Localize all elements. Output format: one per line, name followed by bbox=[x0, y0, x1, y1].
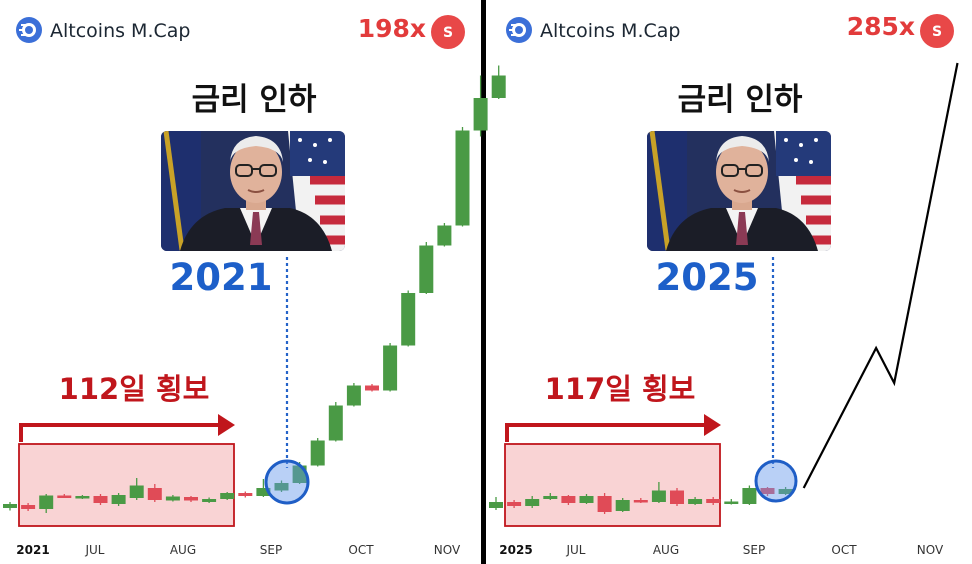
x-tick: NOV bbox=[917, 543, 944, 557]
candle-body bbox=[455, 130, 470, 226]
x-tick: JUL bbox=[565, 543, 585, 557]
x-tick: SEP bbox=[743, 543, 765, 557]
candle-body bbox=[75, 496, 90, 499]
x-axis: 2025 JUL AUG SEP OCT NOV bbox=[499, 543, 944, 557]
fed-chair-portrait-image bbox=[161, 131, 345, 251]
candle-body bbox=[274, 483, 289, 491]
candle-body bbox=[39, 495, 54, 509]
brand-header: Altcoins M.Cap bbox=[506, 17, 680, 43]
fed-chair-portrait-image bbox=[647, 131, 831, 251]
candle-body bbox=[651, 490, 666, 502]
candle-body bbox=[165, 496, 180, 501]
brand-title: Altcoins M.Cap bbox=[540, 20, 680, 42]
highlight-circle bbox=[754, 459, 798, 503]
candle-body bbox=[724, 501, 739, 504]
candle-body bbox=[778, 489, 793, 494]
candle-body bbox=[670, 490, 684, 504]
candle-body bbox=[597, 496, 612, 512]
candle-body bbox=[383, 345, 398, 391]
candle-body bbox=[310, 440, 325, 466]
s-coin-icon: S bbox=[920, 14, 954, 48]
x-axis: 2021 JUL AUG SEP OCT NOV bbox=[16, 543, 461, 557]
projection-line bbox=[802, 62, 959, 489]
candle-body bbox=[489, 502, 503, 508]
year-label: 2021 bbox=[170, 256, 273, 299]
candle-body bbox=[328, 405, 343, 441]
highlight-circle bbox=[264, 459, 310, 505]
altcoins-logo-icon bbox=[506, 17, 532, 43]
candle-body bbox=[615, 500, 630, 511]
range-label: 117일 횡보 bbox=[545, 372, 696, 406]
candle-body bbox=[346, 385, 361, 406]
candle-body bbox=[111, 495, 126, 504]
brand-header: Altcoins M.Cap bbox=[16, 17, 190, 43]
candle-body bbox=[256, 488, 271, 496]
range-arrow bbox=[19, 414, 235, 442]
candles bbox=[3, 65, 506, 513]
candle-body bbox=[3, 504, 17, 508]
x-tick: OCT bbox=[348, 543, 374, 557]
candle-body bbox=[507, 502, 522, 506]
candle-body bbox=[561, 496, 576, 503]
headline: 금리 인하 bbox=[678, 82, 803, 118]
candle-body bbox=[543, 496, 558, 499]
x-tick: NOV bbox=[434, 543, 461, 557]
x-tick: 2025 bbox=[499, 543, 532, 557]
candle-body bbox=[184, 497, 198, 501]
x-tick: AUG bbox=[170, 543, 196, 557]
altcoins-logo-icon bbox=[16, 17, 42, 43]
x-tick: SEP bbox=[260, 543, 282, 557]
sideways-range-box bbox=[18, 443, 235, 527]
candle-body bbox=[437, 225, 452, 246]
panel-divider bbox=[481, 0, 486, 564]
candle-body bbox=[238, 493, 253, 496]
s-coin-icon: S bbox=[431, 15, 465, 49]
candle-body bbox=[21, 505, 36, 509]
brand-title: Altcoins M.Cap bbox=[50, 20, 190, 42]
candle-body bbox=[147, 488, 162, 500]
panel-right: Altcoins M.Cap 285x S 금리 인하 bbox=[489, 12, 959, 557]
candle-body bbox=[525, 499, 540, 506]
candle-body bbox=[760, 488, 775, 494]
multiplier-label: 198x bbox=[358, 14, 426, 43]
candle-body bbox=[706, 499, 721, 503]
candle-body bbox=[365, 385, 379, 391]
range-label: 112일 횡보 bbox=[59, 372, 210, 406]
range-arrow bbox=[505, 414, 721, 442]
candle-body bbox=[202, 499, 217, 502]
candle-body bbox=[491, 75, 506, 98]
multiplier-label: 285x bbox=[847, 12, 915, 41]
coin-letter: S bbox=[932, 24, 942, 40]
headline: 금리 인하 bbox=[192, 82, 317, 118]
x-tick: OCT bbox=[831, 543, 857, 557]
panel-left: Altcoins M.Cap 198x S 금리 인하 bbox=[3, 14, 506, 557]
year-label: 2025 bbox=[656, 256, 759, 299]
candle-body bbox=[688, 499, 703, 504]
candle-body bbox=[473, 98, 488, 131]
sideways-range-box bbox=[504, 443, 721, 527]
candle-body bbox=[220, 493, 235, 499]
candle-body bbox=[93, 496, 108, 503]
candle-body bbox=[419, 245, 434, 293]
candle-body bbox=[401, 293, 416, 346]
candle-body bbox=[579, 496, 594, 503]
candle-body bbox=[129, 485, 144, 498]
candle-body bbox=[633, 500, 648, 503]
x-tick: 2021 bbox=[16, 543, 49, 557]
candles bbox=[489, 482, 793, 514]
x-tick: AUG bbox=[653, 543, 679, 557]
candle-body bbox=[742, 488, 757, 504]
coin-letter: S bbox=[443, 25, 453, 41]
x-tick: JUL bbox=[84, 543, 104, 557]
candle-body bbox=[57, 495, 72, 498]
